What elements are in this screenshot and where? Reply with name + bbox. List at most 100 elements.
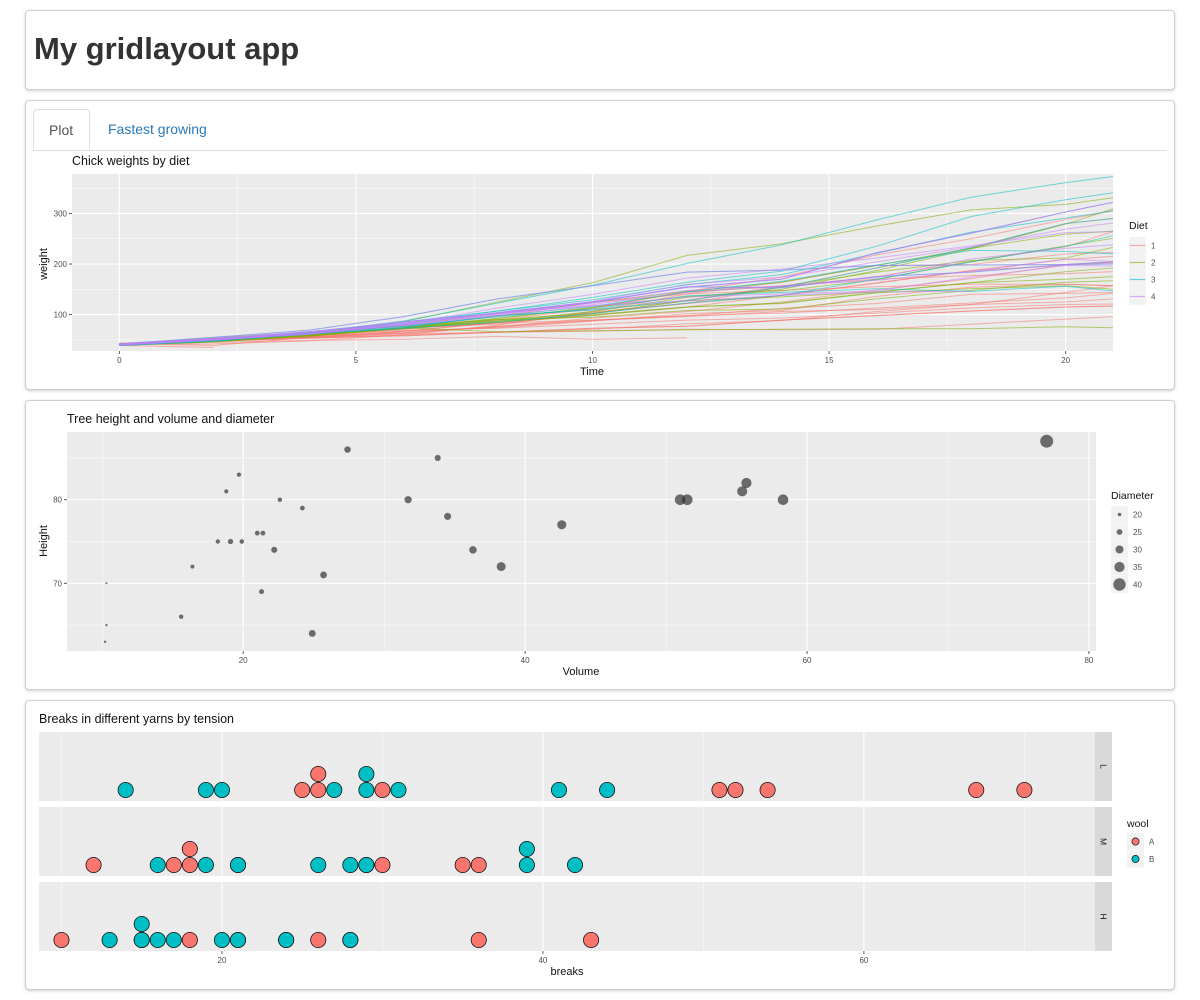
yarn-point-wool-B: [197, 856, 214, 873]
yarn-point-wool-B: [149, 931, 166, 948]
facet-strip: [1095, 882, 1112, 951]
series-lines: [119, 176, 1114, 348]
yarn-point-wool-A: [711, 782, 728, 799]
yarn-point-wool-B: [358, 782, 375, 799]
grid-lines: [67, 432, 1096, 651]
x-axis-label: Volume: [563, 666, 600, 678]
tree-point: [260, 530, 266, 536]
tree-point: [404, 496, 412, 504]
series-line-diet-1: [119, 344, 214, 348]
legend-size-dot: [1116, 529, 1123, 535]
series-line-diet-4: [119, 231, 1114, 345]
legend-label: 20: [1133, 511, 1142, 520]
yarn-point-wool-A: [968, 782, 985, 799]
tree-point: [271, 546, 278, 553]
tree-point: [741, 477, 752, 489]
legend-label: B: [1149, 855, 1154, 864]
yarn-point-wool-B: [326, 782, 343, 799]
yarn-point-wool-B: [149, 856, 166, 873]
yarn-point-wool-B: [230, 931, 247, 948]
yarn-point-wool-B: [518, 856, 535, 873]
tree-point: [259, 589, 265, 595]
yarn-point-wool-A: [727, 782, 744, 799]
yarn-point-wool-A: [310, 766, 327, 783]
legend-label: 4: [1151, 293, 1156, 302]
x-tick-label: 20: [239, 656, 248, 665]
yarn-point-wool-B: [358, 766, 375, 783]
legend: Diet 1 2 3 4: [1129, 220, 1156, 305]
legend-label: 1: [1151, 242, 1156, 251]
trees-card: Tree height and volume and diameter 20 40…: [25, 400, 1175, 690]
tree-point: [103, 640, 107, 644]
y-axis-ticks: 100 200 300: [54, 209, 72, 320]
x-tick-label: 40: [521, 656, 530, 665]
series-line-diet-4: [119, 263, 1114, 345]
yarn-point-wool-A: [470, 856, 487, 873]
series-line-diet-1: [119, 305, 1114, 345]
chart-title: Breaks in different yarns by tension: [39, 712, 234, 726]
chart-title: Chick weights by diet: [72, 154, 190, 168]
yarn-point-wool-A: [374, 782, 391, 799]
series-line-diet-1: [119, 285, 1114, 344]
tree-point: [444, 512, 452, 520]
tree-point: [308, 629, 316, 637]
legend-title: Diameter: [1111, 490, 1154, 502]
legend-label: 40: [1133, 581, 1142, 590]
x-axis-ticks: 20 40 60 80: [239, 651, 1094, 665]
facet-strip: [1095, 732, 1112, 801]
yarn-point-wool-B: [133, 931, 150, 948]
yarn-point-wool-B: [567, 856, 584, 873]
legend-size-dot: [1117, 512, 1122, 517]
tree-point: [344, 446, 351, 453]
tree-scatter-chart: Tree height and volume and diameter 20 40…: [38, 412, 1154, 678]
x-axis-label: Time: [580, 366, 604, 378]
yarn-point-wool-A: [294, 782, 311, 799]
x-axis-ticks: 20 40 60: [218, 951, 869, 965]
tree-point: [239, 539, 245, 544]
y-axis-label: weight: [38, 248, 50, 281]
yarn-point-wool-B: [278, 931, 295, 948]
series-line-diet-1: [119, 335, 688, 345]
y-tick-label: 200: [54, 260, 68, 269]
tree-point: [300, 505, 305, 511]
yarn-point-wool-B: [342, 931, 359, 948]
yarn-point-wool-B: [133, 915, 150, 932]
y-axis-ticks: 70 80: [53, 496, 67, 588]
legend-title: wool: [1126, 818, 1149, 830]
facet-strip-label: L: [1099, 764, 1109, 769]
chart-title: Tree height and volume and diameter: [67, 412, 274, 426]
x-tick-label: 20: [1061, 356, 1070, 365]
yarn-breaks-chart: Breaks in different yarns by tension L M H…: [39, 712, 1155, 978]
series-line-diet-4: [119, 258, 1114, 345]
legend-label: 35: [1133, 563, 1142, 572]
tree-point: [224, 489, 229, 494]
yarn-point-wool-A: [181, 856, 198, 873]
yarn-point-wool-B: [358, 856, 375, 873]
legend-label: 25: [1133, 528, 1142, 537]
x-tick-label: 80: [1084, 656, 1093, 665]
tabset-card: Plot Fastest growing Chick weights by di…: [25, 100, 1175, 390]
x-axis-label: breaks: [550, 966, 584, 978]
yarn-point-wool-B: [518, 840, 535, 857]
tab-plot[interactable]: Plot: [33, 109, 90, 150]
yarn-point-wool-B: [165, 931, 182, 948]
yarn-point-wool-A: [454, 856, 471, 873]
tree-point: [105, 582, 108, 585]
x-tick-label: 60: [803, 656, 812, 665]
yarn-point-wool-A: [85, 856, 102, 873]
tree-point: [469, 546, 477, 554]
tree-point: [178, 614, 184, 619]
legend-dot: [1131, 855, 1140, 863]
yarn-point-wool-A: [759, 782, 776, 799]
yarn-point-wool-B: [310, 856, 327, 873]
tree-point: [215, 539, 221, 544]
yarn-point-wool-B: [599, 782, 616, 799]
yarn-point-wool-B: [117, 782, 134, 799]
legend-label: 2: [1151, 259, 1156, 268]
facet-strip-label: M: [1099, 838, 1109, 845]
legend-label: A: [1149, 838, 1155, 847]
y-tick-label: 80: [53, 496, 62, 505]
tab-fastest-growing[interactable]: Fastest growing: [108, 121, 207, 137]
yarn-point-wool-B: [101, 931, 118, 948]
tree-point: [777, 494, 789, 505]
